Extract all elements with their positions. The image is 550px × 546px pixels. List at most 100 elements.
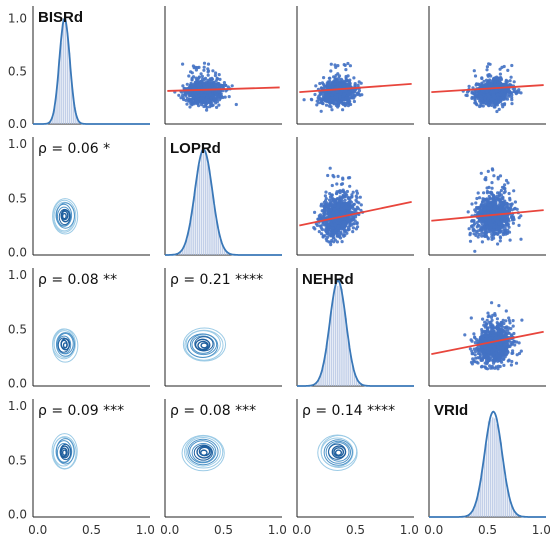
scatter-point <box>189 101 193 106</box>
histogram-bar <box>328 326 331 386</box>
panel-r2-c2: NEHRd <box>296 268 414 387</box>
scatter-point <box>482 79 486 83</box>
histogram-bar <box>322 364 324 386</box>
scatter-point <box>214 71 218 75</box>
scatter-point <box>323 194 327 198</box>
scatter-point <box>221 84 225 88</box>
scatter-point <box>507 91 511 95</box>
scatter-point <box>496 191 500 195</box>
scatter-point <box>503 187 507 191</box>
scatter-point <box>481 317 485 321</box>
scatter-point <box>507 225 511 229</box>
scatter-point <box>355 189 359 193</box>
scatter-point <box>498 235 502 239</box>
kde-contour <box>55 203 73 227</box>
scatter-point <box>344 68 348 72</box>
scatter-point <box>227 95 231 99</box>
scatter-point <box>209 99 213 103</box>
scatter-point <box>337 218 341 222</box>
histogram-bar <box>188 229 190 255</box>
scatter-point <box>187 98 191 103</box>
scatter-point <box>513 200 518 204</box>
scatter-point <box>495 194 499 198</box>
panel-r1-c3 <box>428 137 546 256</box>
scatter-point <box>330 238 334 243</box>
scatter-point <box>200 99 204 104</box>
histogram-bar <box>219 238 222 255</box>
scatter-point <box>473 98 477 102</box>
scatter-point <box>355 196 359 200</box>
scatter-point <box>483 96 487 101</box>
scatter-point <box>485 191 489 195</box>
scatter-point <box>481 104 485 108</box>
scatter-point <box>346 216 351 220</box>
scatter-point <box>336 72 340 76</box>
scatter-point <box>215 76 219 80</box>
scatter-point <box>356 225 360 229</box>
scatter-point <box>479 100 483 104</box>
scatter-point <box>196 90 201 94</box>
scatter-point <box>327 76 331 80</box>
kde-contour <box>55 332 75 357</box>
scatter-point <box>499 98 503 102</box>
scatter-point <box>349 205 353 209</box>
kde-contour <box>56 206 72 227</box>
scatter-point <box>473 341 477 345</box>
scatter-point <box>517 223 521 227</box>
kde-contour <box>62 342 68 349</box>
scatter-point <box>489 200 493 204</box>
scatter-point <box>517 341 521 345</box>
scatter-point <box>335 209 339 213</box>
scatter-point <box>503 89 507 93</box>
scatter-point <box>331 210 335 214</box>
scatter-point <box>341 177 345 181</box>
scatter-point <box>510 202 514 206</box>
scatter-point <box>309 97 313 101</box>
histogram-bar <box>359 383 362 386</box>
scatter-point <box>473 222 477 226</box>
scatter-point <box>329 243 333 247</box>
scatter-point <box>511 216 516 220</box>
scatter-point <box>504 178 509 183</box>
scatter-point <box>202 104 206 109</box>
scatter-point <box>346 104 350 108</box>
scatter-point <box>505 205 509 209</box>
scatter-point <box>352 202 356 206</box>
histogram-bar <box>349 350 352 386</box>
scatter-point <box>205 93 209 97</box>
scatter-point <box>507 209 511 213</box>
scatter-point <box>506 68 510 72</box>
scatter-point <box>217 98 222 102</box>
kde-curve <box>297 279 414 387</box>
scatter-point <box>343 101 348 106</box>
histogram-bar <box>204 151 207 255</box>
scatter-point <box>470 96 474 100</box>
scatter-point <box>326 173 330 178</box>
scatter-point <box>335 85 339 89</box>
histogram-bar <box>217 229 220 255</box>
scatter-point <box>472 232 476 236</box>
scatter-point <box>493 99 498 103</box>
scatter-point <box>347 220 351 224</box>
histogram-bar <box>215 216 217 255</box>
regression-line <box>167 86 280 92</box>
scatter-point <box>352 76 356 80</box>
kde-contour <box>189 333 218 356</box>
y-tick-label: 0.0 <box>8 246 27 260</box>
scatter-point <box>203 93 207 97</box>
histogram-bar <box>58 58 60 125</box>
histogram-bar <box>64 17 67 125</box>
scatter-point <box>206 98 210 102</box>
scatter-point <box>350 193 354 197</box>
scatter-point <box>339 227 343 231</box>
scatter-point <box>338 100 342 104</box>
scatter-point <box>480 240 484 244</box>
scatter-point <box>497 194 501 198</box>
scatter-point <box>498 174 503 178</box>
y-tick-label: 1.0 <box>8 12 27 26</box>
scatter-point <box>491 230 495 234</box>
kde-curve <box>33 17 150 125</box>
scatter-point <box>510 93 514 97</box>
scatter-point <box>512 80 516 84</box>
scatter-point <box>343 216 347 220</box>
